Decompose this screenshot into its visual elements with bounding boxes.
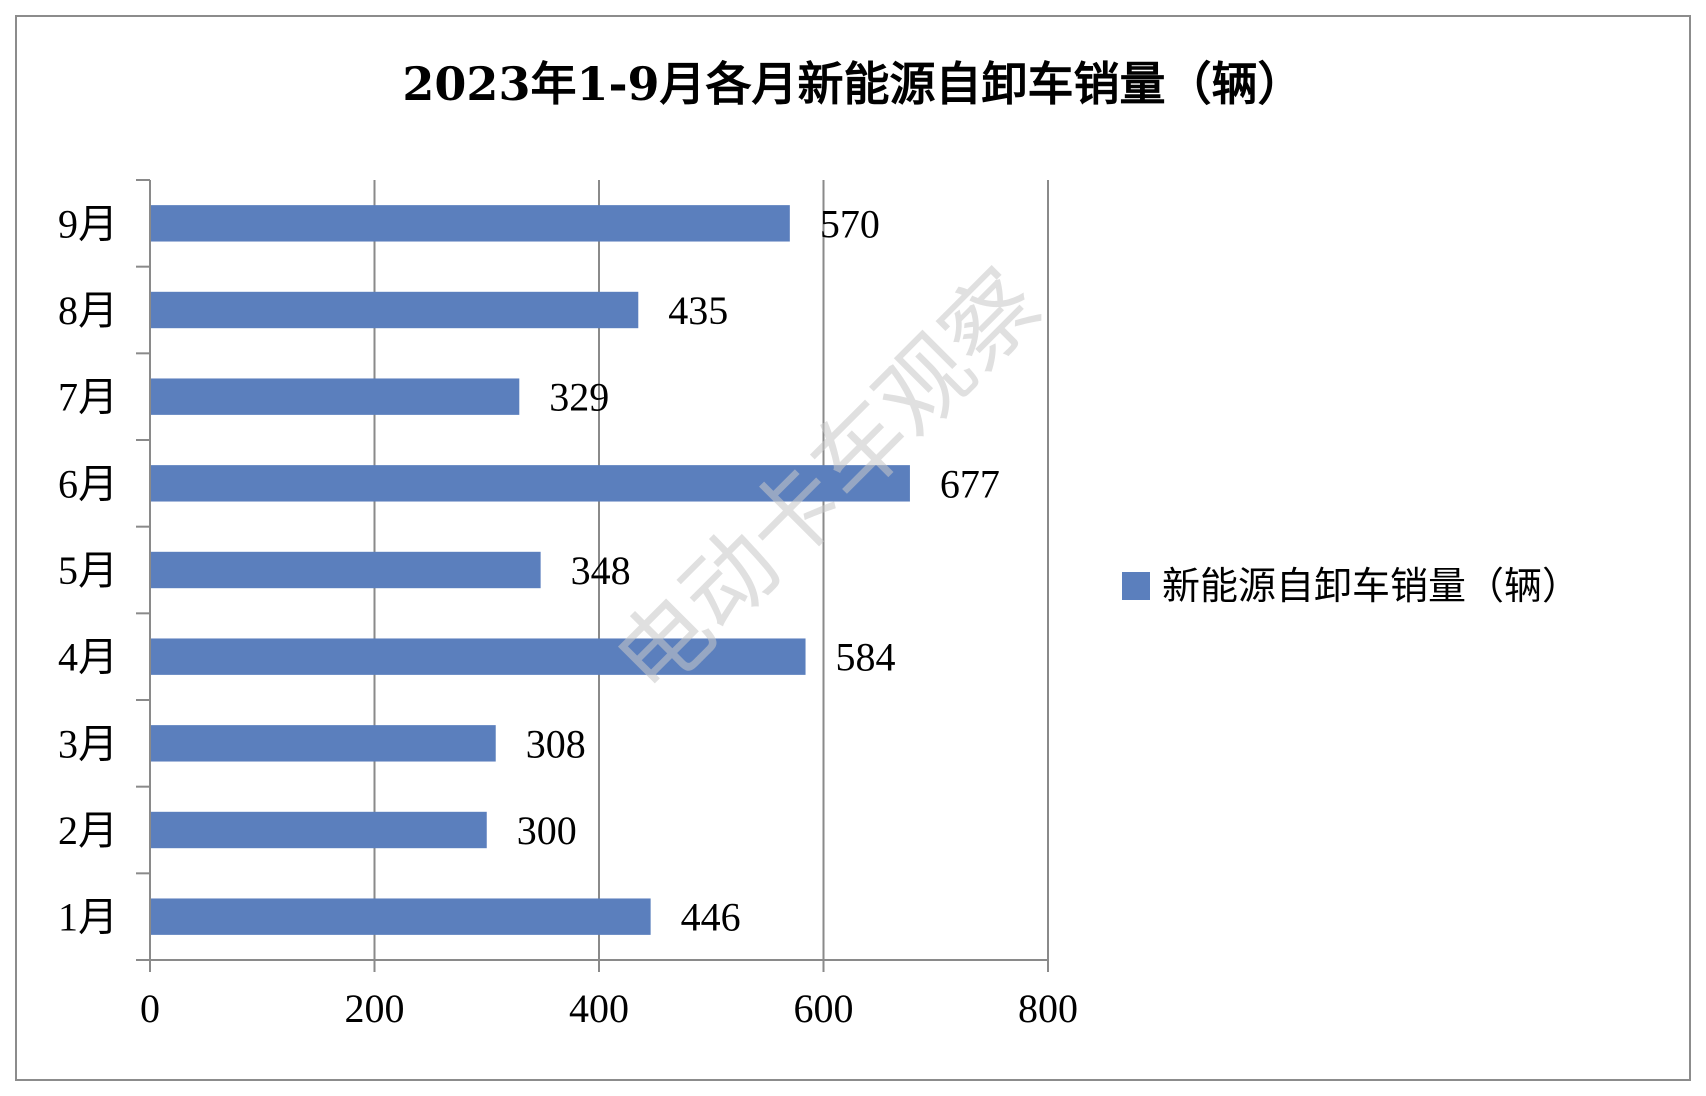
x-tick-label: 0 (140, 986, 160, 1031)
data-label: 308 (526, 721, 586, 766)
bar (150, 638, 806, 675)
bar (150, 291, 639, 329)
data-label: 446 (681, 895, 741, 940)
x-tick-label: 400 (569, 986, 629, 1031)
legend-label: 新能源自卸车销量（辆） (1162, 564, 1580, 608)
x-tick-label: 200 (345, 986, 405, 1031)
legend: 新能源自卸车销量（辆） (1122, 564, 1580, 608)
category-label: 4月 (58, 635, 118, 680)
axes (136, 179, 1049, 972)
data-label: 329 (549, 375, 609, 420)
data-label: 584 (836, 635, 896, 680)
chart-frame (15, 15, 1691, 1081)
data-label: 570 (820, 201, 880, 246)
x-tick-label: 800 (1018, 986, 1078, 1031)
data-label: 435 (668, 288, 728, 333)
bars (150, 205, 910, 935)
labels: 0 200 400 600 800 1月 446 2月 300 3月 308 4月 584 5月 348 6月… (58, 201, 1078, 1031)
bar (150, 378, 520, 415)
category-label: 3月 (58, 721, 118, 766)
bar (150, 205, 790, 242)
bar (150, 465, 910, 502)
category-label: 2月 (58, 808, 118, 853)
category-label: 6月 (58, 461, 118, 506)
bar (150, 811, 487, 849)
chart-title: 2023年1-9月各月新能源自卸车销量（辆） (402, 57, 1304, 111)
category-label: 8月 (58, 288, 118, 333)
category-label: 1月 (58, 895, 118, 940)
category-label: 7月 (58, 375, 118, 420)
data-label: 677 (940, 461, 1000, 506)
data-label: 300 (517, 808, 577, 853)
bar (150, 898, 651, 935)
bar (150, 551, 541, 589)
data-label: 348 (571, 548, 631, 593)
bar (150, 725, 496, 762)
legend-swatch (1122, 572, 1150, 600)
category-label: 9月 (58, 201, 118, 246)
x-tick-label: 600 (794, 986, 854, 1031)
category-label: 5月 (58, 548, 118, 593)
